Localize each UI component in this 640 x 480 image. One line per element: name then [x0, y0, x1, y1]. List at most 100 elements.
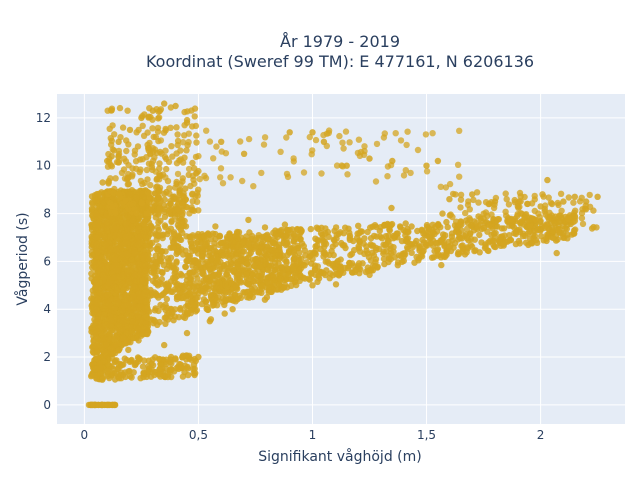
data-point	[446, 196, 453, 203]
data-point	[147, 181, 154, 189]
data-point	[290, 155, 297, 162]
data-point	[120, 285, 128, 293]
data-point	[334, 257, 342, 265]
data-point	[392, 130, 399, 137]
data-point	[367, 235, 375, 242]
data-point	[88, 295, 95, 302]
data-point	[219, 180, 227, 187]
y-tick-label: 6	[43, 254, 51, 268]
data-point	[206, 318, 213, 325]
data-point	[305, 275, 312, 282]
data-point	[88, 193, 96, 200]
data-point	[290, 237, 298, 245]
data-point	[556, 218, 563, 225]
data-point	[110, 224, 118, 231]
data-point	[308, 270, 315, 278]
data-point	[188, 356, 195, 363]
data-point	[270, 229, 277, 236]
data-point	[402, 220, 409, 227]
data-point	[571, 212, 578, 220]
data-point	[384, 173, 391, 180]
data-point	[185, 138, 192, 146]
data-point	[159, 291, 166, 298]
data-point	[537, 227, 544, 234]
data-point	[158, 275, 165, 283]
chart-title-line-1: År 1979 - 2019	[280, 32, 400, 51]
data-point	[165, 282, 172, 289]
data-point	[101, 233, 108, 240]
data-point	[153, 274, 160, 282]
data-point	[446, 243, 453, 251]
data-point	[185, 130, 192, 137]
data-point	[146, 139, 153, 147]
data-point	[144, 129, 151, 136]
data-point	[94, 401, 102, 409]
data-point	[239, 177, 246, 185]
data-point	[426, 234, 433, 241]
data-point	[198, 253, 205, 260]
data-point	[108, 401, 115, 409]
data-point	[361, 235, 368, 242]
data-point	[140, 369, 147, 376]
data-point	[143, 166, 151, 174]
data-point	[419, 248, 426, 256]
data-point	[578, 214, 586, 222]
data-point	[109, 122, 116, 129]
data-point	[166, 206, 174, 213]
data-point	[115, 299, 122, 306]
data-point	[408, 223, 415, 230]
data-point	[444, 223, 451, 231]
data-point	[130, 304, 138, 311]
data-point	[95, 220, 102, 227]
data-point	[227, 296, 235, 303]
data-point	[156, 366, 163, 373]
x-tick-label: 1	[309, 428, 317, 442]
data-point	[583, 198, 590, 205]
data-point	[560, 198, 567, 205]
data-point	[490, 204, 498, 212]
data-point	[380, 134, 388, 141]
data-point	[274, 233, 281, 241]
data-point	[106, 233, 113, 240]
data-point	[402, 237, 410, 245]
data-point	[179, 201, 186, 208]
data-point	[322, 240, 330, 248]
data-point	[388, 204, 395, 212]
data-point	[146, 190, 153, 197]
data-point	[141, 305, 148, 312]
data-point	[253, 235, 260, 242]
data-point	[491, 198, 499, 205]
data-point	[111, 208, 119, 215]
data-point	[568, 231, 576, 238]
data-point	[125, 278, 132, 285]
data-point	[188, 298, 196, 305]
x-axis-title: Signifikant våghöjd (m)	[258, 448, 421, 465]
data-point	[222, 280, 229, 288]
data-point	[235, 229, 243, 236]
data-point	[237, 138, 244, 145]
data-point	[364, 228, 371, 236]
y-tick-label: 8	[43, 207, 51, 221]
data-point	[543, 235, 550, 242]
data-point	[467, 230, 474, 237]
data-point	[161, 206, 168, 213]
data-point	[138, 332, 145, 339]
data-point	[135, 126, 142, 134]
data-point	[134, 143, 142, 150]
data-point	[424, 223, 431, 231]
data-point	[161, 190, 168, 197]
data-point	[322, 230, 329, 237]
data-point	[85, 401, 93, 409]
data-point	[124, 252, 132, 259]
data-point	[169, 262, 176, 269]
data-point	[161, 100, 168, 107]
data-point	[330, 251, 337, 259]
data-point	[332, 281, 340, 288]
data-point	[466, 215, 473, 222]
data-point	[333, 235, 340, 242]
data-point	[203, 127, 210, 134]
data-point	[222, 297, 229, 304]
data-point	[548, 200, 556, 208]
data-point	[203, 303, 211, 310]
data-point	[135, 304, 143, 311]
